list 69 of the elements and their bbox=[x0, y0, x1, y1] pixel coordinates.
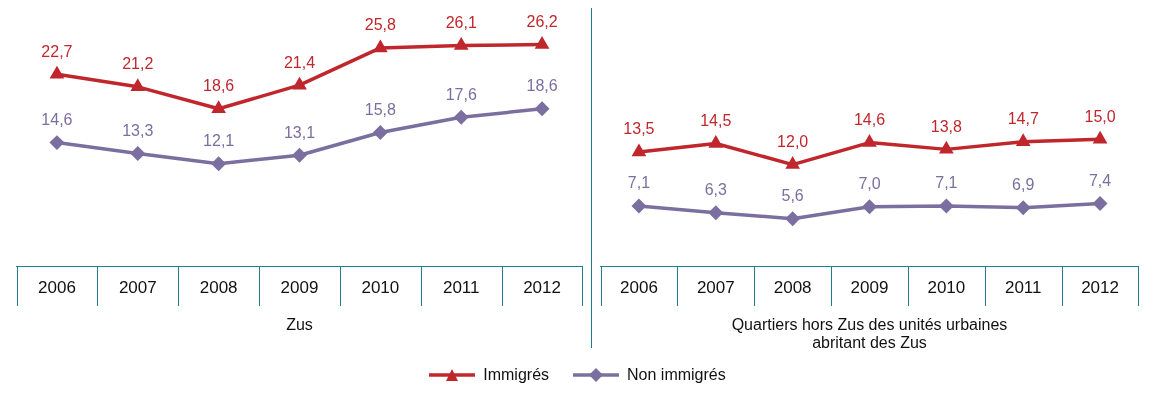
x-tick-label: 2009 bbox=[280, 277, 319, 297]
x-tick-label: 2008 bbox=[773, 277, 812, 297]
point bbox=[211, 156, 226, 171]
data-label: 7,4 bbox=[1088, 171, 1112, 189]
data-label: 12,0 bbox=[777, 132, 809, 150]
data-label: 15,8 bbox=[364, 100, 397, 118]
data-label: 13,1 bbox=[283, 123, 316, 141]
data-label: 6,3 bbox=[704, 181, 727, 199]
point bbox=[50, 135, 64, 150]
point bbox=[373, 125, 388, 140]
point bbox=[50, 67, 64, 79]
data-label: 12,1 bbox=[203, 132, 235, 150]
point bbox=[709, 136, 722, 148]
x-tick-label: 2012 bbox=[1081, 277, 1119, 297]
data-label: 13,5 bbox=[623, 120, 655, 138]
point bbox=[939, 140, 954, 154]
x-tick-label: 2007 bbox=[696, 277, 735, 297]
point bbox=[785, 211, 800, 226]
x-tick-label: 2007 bbox=[118, 277, 157, 297]
point bbox=[454, 110, 468, 124]
x-tick-label: 2006 bbox=[620, 277, 658, 297]
legend-label: Immigrés bbox=[483, 366, 550, 384]
x-tick-label: 2010 bbox=[927, 277, 966, 297]
data-label: 14,6 bbox=[41, 111, 73, 129]
data-label: 26,1 bbox=[445, 13, 477, 31]
data-label: 14,7 bbox=[1007, 110, 1039, 128]
data-label: 15,0 bbox=[1084, 107, 1116, 125]
point bbox=[939, 199, 954, 213]
x-tick-label: 2009 bbox=[850, 277, 889, 297]
data-label: 7,0 bbox=[858, 175, 881, 193]
data-label: 21,4 bbox=[283, 53, 316, 71]
point bbox=[863, 135, 876, 147]
data-label: 7,1 bbox=[627, 174, 651, 192]
data-label: 21,2 bbox=[122, 55, 154, 73]
point bbox=[535, 102, 549, 116]
x-tick-label: 2008 bbox=[199, 277, 238, 297]
data-label: 7,1 bbox=[935, 174, 958, 192]
x-axis-title: Zus bbox=[285, 316, 314, 334]
x-tick-label: 2006 bbox=[38, 277, 76, 297]
data-label: 13,3 bbox=[122, 122, 154, 139]
point bbox=[455, 38, 468, 50]
point bbox=[862, 200, 877, 214]
data-label: 14,6 bbox=[853, 111, 886, 129]
data-label: 6,9 bbox=[1012, 176, 1035, 194]
data-label: 13,8 bbox=[930, 117, 963, 135]
data-label: 18,6 bbox=[526, 77, 558, 95]
data-label: 25,8 bbox=[364, 16, 397, 34]
point bbox=[535, 37, 549, 49]
point bbox=[1093, 132, 1107, 144]
x-axis-title: Quartiers hors Zus des unités urbaines abritant des Zus bbox=[730, 316, 1009, 352]
x-tick-label: 2011 bbox=[442, 277, 480, 297]
point bbox=[632, 199, 646, 213]
x-tick-label: 2012 bbox=[523, 277, 561, 297]
data-label: 5,6 bbox=[781, 187, 804, 205]
data-label: 26,2 bbox=[526, 12, 558, 30]
point bbox=[1016, 200, 1030, 215]
point bbox=[632, 145, 646, 157]
x-tick-label: 2010 bbox=[361, 277, 400, 297]
point bbox=[709, 206, 723, 220]
point bbox=[1093, 196, 1107, 211]
legend-label: Non immigrés bbox=[627, 366, 726, 384]
data-label: 18,6 bbox=[203, 77, 235, 95]
point bbox=[131, 146, 145, 161]
point bbox=[292, 148, 307, 163]
x-tick-label: 2011 bbox=[1004, 277, 1042, 297]
data-label: 14,5 bbox=[700, 111, 732, 129]
data-label: 22,7 bbox=[41, 42, 73, 60]
point bbox=[786, 157, 799, 169]
data-label: 17,6 bbox=[445, 85, 477, 103]
